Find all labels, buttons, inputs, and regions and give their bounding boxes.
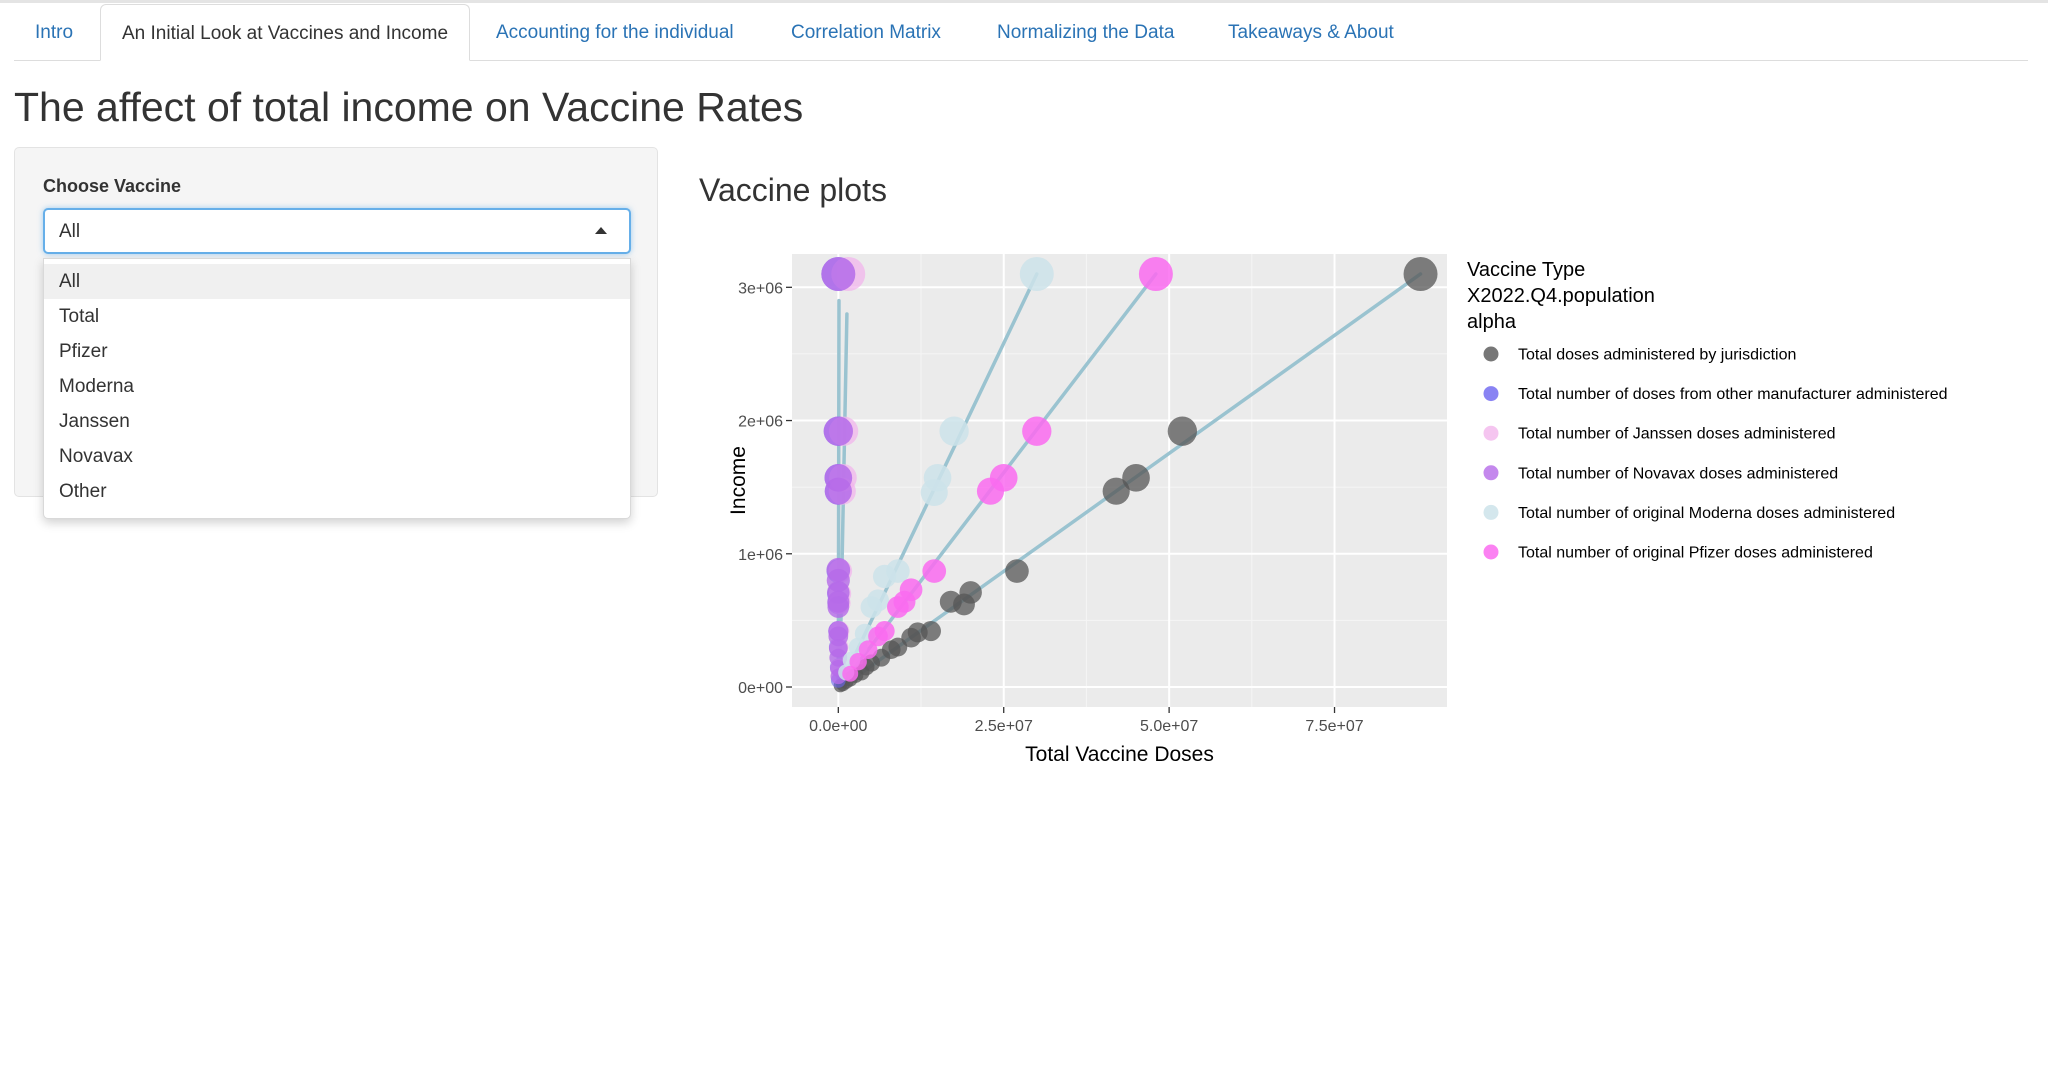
legend-label-4: Total number of original Moderna doses a… <box>1518 505 1895 522</box>
legend-key-4 <box>1483 504 1499 520</box>
tab-accounting-individual[interactable]: Accounting for the individual <box>496 22 734 43</box>
y-tick-label: 3e+06 <box>738 280 783 297</box>
option-novavax[interactable]: Novavax <box>59 446 133 467</box>
x-tick-label: 7.5e+07 <box>1305 718 1363 735</box>
legend-title-2: alpha <box>1467 311 1517 333</box>
data-point-series-5 <box>1138 256 1173 291</box>
data-point-series-5 <box>922 559 947 583</box>
tab-takeaways-about[interactable]: Takeaways & About <box>1228 22 1394 43</box>
data-point-series-5 <box>858 640 878 660</box>
top-border <box>0 0 2048 3</box>
legend-label-0: Total doses administered by jurisdiction <box>1518 347 1796 364</box>
data-point-series-4 <box>920 478 948 507</box>
option-other[interactable]: Other <box>59 481 107 502</box>
plots-heading: Vaccine plots <box>699 172 887 208</box>
option-pfizer[interactable]: Pfizer <box>59 341 108 362</box>
data-point-series-3 <box>824 477 852 505</box>
legend-label-3: Total number of Novavax doses administer… <box>1518 465 1838 482</box>
legend-label-5: Total number of original Pfizer doses ad… <box>1518 545 1873 562</box>
legend-key-5 <box>1483 544 1499 560</box>
y-tick-label: 1e+06 <box>738 547 783 564</box>
legend-key-2 <box>1483 425 1499 441</box>
legend-label-1: Total number of doses from other manufac… <box>1518 386 1948 403</box>
y-tick-label: 0e+00 <box>738 680 783 697</box>
caret-up-icon[interactable] <box>595 227 607 234</box>
x-tick-label: 5.0e+07 <box>1140 718 1198 735</box>
legend-key-1 <box>1483 386 1499 402</box>
y-tick-label: 2e+06 <box>738 414 783 431</box>
data-point-series-3 <box>827 596 850 618</box>
data-point-series-4 <box>1019 256 1054 291</box>
tab-initial-look[interactable]: An Initial Look at Vaccines and Income <box>100 4 471 61</box>
legend-label-2: Total number of Janssen doses administer… <box>1518 426 1836 443</box>
vaccine-dropdown-menu: All Total Pfizer Moderna Janssen Novavax… <box>43 258 631 519</box>
data-point-series-0 <box>1102 477 1130 505</box>
data-point-series-5 <box>976 477 1005 505</box>
tab-intro[interactable]: Intro <box>35 22 74 43</box>
y-axis-title: Income <box>727 446 750 515</box>
tab-normalizing-data[interactable]: Normalizing the Data <box>997 22 1175 43</box>
data-point-series-0 <box>1167 416 1198 446</box>
x-tick-label: 0.0e+00 <box>809 718 867 735</box>
option-all[interactable]: All <box>44 264 630 299</box>
x-tick-label: 2.5e+07 <box>975 718 1033 735</box>
vaccine-select[interactable]: All <box>43 208 631 254</box>
data-point-series-5 <box>849 652 867 671</box>
vaccine-scatter-chart: 0.0e+00 2.5e+07 5.0e+07 7.5e+07 0e+00 1e+06 2e… <box>727 254 1948 766</box>
option-total[interactable]: Total <box>59 306 100 327</box>
data-point-series-4 <box>872 564 897 589</box>
choose-vaccine-label: Choose Vaccine <box>43 176 182 196</box>
data-point-series-5 <box>1022 416 1052 446</box>
legend-key-3 <box>1483 465 1499 481</box>
data-point-series-0 <box>1403 256 1438 291</box>
vaccine-select-value: All <box>59 221 81 242</box>
tab-bar: Intro An Initial Look at Vaccines and In… <box>14 4 2028 61</box>
data-point-series-0 <box>1122 464 1150 492</box>
page-title: The affect of total income on Vaccine Ra… <box>14 84 804 130</box>
legend-key-0 <box>1483 346 1499 362</box>
data-point-series-4 <box>860 596 883 618</box>
legend-title-1: X2022.Q4.population <box>1467 285 1655 307</box>
data-point-series-5 <box>887 596 909 618</box>
x-axis-title: Total Vaccine Doses <box>1025 743 1214 766</box>
data-point-series-4 <box>939 416 969 446</box>
option-janssen[interactable]: Janssen <box>59 411 130 432</box>
data-point-series-3 <box>823 416 853 446</box>
data-point-series-0 <box>939 590 962 613</box>
data-point-series-0 <box>1005 559 1029 583</box>
data-point-series-5 <box>868 626 888 647</box>
data-point-series-3 <box>821 256 856 291</box>
data-point-series-5 <box>842 665 859 682</box>
option-moderna[interactable]: Moderna <box>59 376 134 397</box>
tab-correlation-matrix[interactable]: Correlation Matrix <box>791 22 941 43</box>
legend-title-0: Vaccine Type <box>1467 259 1585 281</box>
data-point-series-0 <box>901 627 921 648</box>
